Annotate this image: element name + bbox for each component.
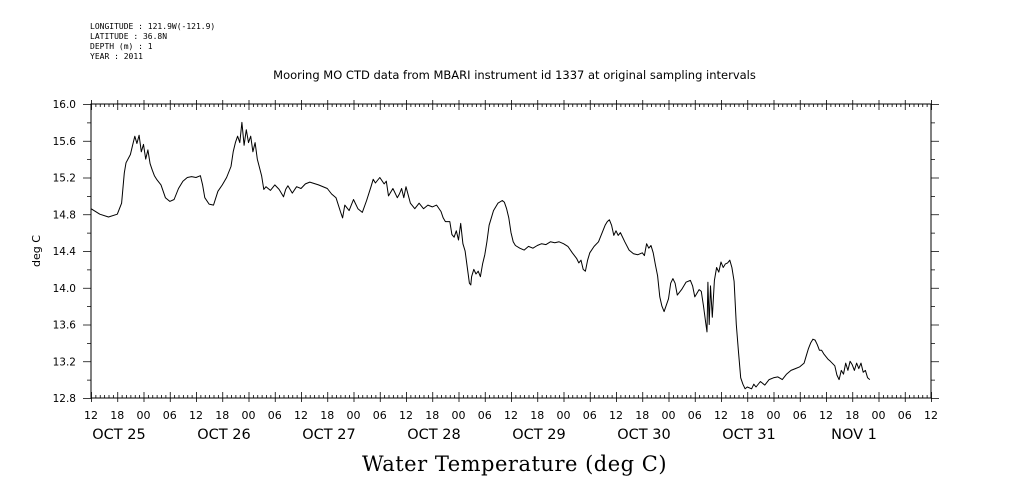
x-axis-ticks	[91, 100, 932, 402]
x-tick-label: 12	[924, 409, 938, 422]
x-tick-label: 00	[137, 409, 151, 422]
x-tick-label: 18	[320, 409, 334, 422]
x-date-label: OCT 29	[512, 427, 565, 443]
x-date-label: NOV 1	[831, 427, 877, 443]
x-date-label: OCT 27	[302, 427, 355, 443]
x-tick-label: 06	[898, 409, 912, 422]
y-tick-label: 16.0	[53, 99, 76, 111]
x-tick-label: 06	[268, 409, 282, 422]
x-tick-label: 00	[557, 409, 571, 422]
x-tick-label: 00	[242, 409, 256, 422]
x-tick-label: 06	[583, 409, 597, 422]
x-tick-label: 18	[110, 409, 124, 422]
x-tick-label: 06	[793, 409, 807, 422]
x-date-label: OCT 26	[197, 427, 250, 443]
x-tick-label: 18	[740, 409, 754, 422]
x-tick-label: 00	[662, 409, 676, 422]
x-tick-label: 18	[845, 409, 859, 422]
y-tick-label: 15.6	[53, 136, 77, 148]
x-date-label: OCT 28	[407, 427, 460, 443]
x-tick-label: 12	[714, 409, 728, 422]
metadata-block: LONGITUDE : 121.9W(-121.9) LATITUDE : 36…	[90, 22, 215, 62]
meta-longitude: LONGITUDE : 121.9W(-121.9)	[90, 22, 216, 31]
x-tick-label: 06	[478, 409, 492, 422]
x-tick-label: 12	[84, 409, 98, 422]
x-tick-label: 06	[688, 409, 702, 422]
meta-depth: DEPTH (m) : 1	[90, 42, 153, 51]
y-tick-label: 14.0	[53, 283, 76, 295]
x-axis-title: Water Temperature (deg C)	[361, 452, 668, 476]
x-tick-label: 12	[399, 409, 413, 422]
x-tick-label: 00	[872, 409, 886, 422]
y-axis-label: deg C	[30, 235, 43, 267]
x-date-label: OCT 30	[617, 427, 670, 443]
series-line	[90, 121, 871, 390]
x-tick-label: 12	[189, 409, 203, 422]
x-tick-label: 18	[530, 409, 544, 422]
x-tick-label: 00	[767, 409, 781, 422]
y-tick-label: 14.4	[53, 246, 77, 258]
y-tick-label: 13.6	[53, 320, 77, 332]
y-tick-label: 13.2	[53, 356, 76, 368]
y-axis-ticks	[83, 104, 939, 399]
x-tick-label: 00	[452, 409, 466, 422]
x-tick-label: 12	[609, 409, 623, 422]
x-date-label: OCT 31	[722, 427, 775, 443]
y-tick-label: 15.2	[53, 173, 76, 185]
x-tick-label: 12	[819, 409, 833, 422]
meta-year: YEAR : 2011	[90, 52, 143, 61]
x-tick-label: 18	[635, 409, 649, 422]
y-tick-label: 12.8	[53, 393, 76, 405]
plot-frame	[90, 103, 932, 399]
meta-latitude: LATITUDE : 36.8N	[90, 32, 168, 41]
x-date-label: OCT 25	[92, 427, 145, 443]
x-tick-label: 06	[163, 409, 177, 422]
x-tick-label: 18	[215, 409, 229, 422]
chart-title: Mooring MO CTD data from MBARI instrumen…	[273, 68, 756, 82]
x-tick-label: 00	[347, 409, 361, 422]
x-tick-label: 06	[373, 409, 387, 422]
y-tick-label: 14.8	[53, 209, 76, 221]
x-tick-label: 12	[294, 409, 308, 422]
x-tick-label: 18	[425, 409, 439, 422]
x-tick-label: 12	[504, 409, 518, 422]
